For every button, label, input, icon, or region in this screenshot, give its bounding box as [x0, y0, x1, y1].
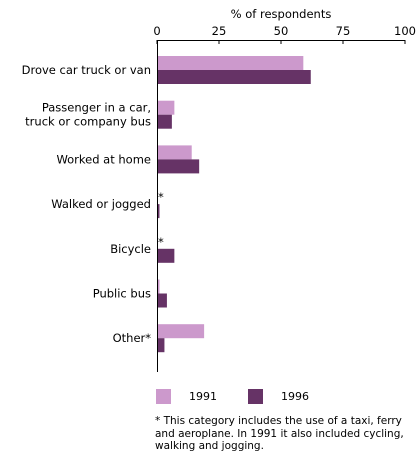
- x-tick-label: 100: [394, 24, 416, 38]
- bar-chart: % of respondents 0 25 50 75 100 ** Drove car…: [22, 7, 416, 372]
- x-tick-label: 50: [274, 24, 289, 38]
- legend-item-1996: 1996: [248, 388, 309, 404]
- legend-swatch-1996: [248, 388, 263, 404]
- footnote: * This category includes the use of a ta…: [155, 415, 404, 452]
- category-labels: Drove car truck or van Passenger in a car…: [22, 63, 152, 345]
- bar-marker: *: [158, 190, 164, 204]
- legend-label-1991: 1991: [189, 389, 217, 403]
- category-label: truck or company bus: [25, 115, 151, 129]
- bar-1991: [157, 279, 160, 294]
- category-label: Public bus: [93, 287, 151, 301]
- category-label: Passenger in a car,: [42, 101, 151, 115]
- x-axis-title: % of respondents: [231, 7, 332, 21]
- x-tick-label: 0: [153, 24, 160, 38]
- bar-marker: *: [158, 235, 164, 249]
- bars: **: [157, 56, 311, 353]
- category-label: Walked or jogged: [51, 197, 151, 211]
- bar-1996: [157, 338, 165, 353]
- category-label: Other*: [113, 331, 152, 345]
- bar-1996: [157, 204, 160, 219]
- bar-1991: [157, 100, 175, 115]
- bar-1996: [157, 114, 172, 129]
- category-label: Bicycle: [110, 242, 151, 256]
- bar-1996: [157, 159, 200, 174]
- legend-label-1996: 1996: [281, 389, 309, 403]
- bar-1991: [157, 56, 304, 70]
- x-tick-label: 75: [336, 24, 351, 38]
- bar-1991: [157, 145, 192, 160]
- bar-1991: [157, 324, 205, 339]
- x-tick-label: 25: [212, 24, 227, 38]
- legend-item-1991: 1991: [156, 388, 217, 404]
- category-label: Drove car truck or van: [22, 63, 151, 77]
- bar-1996: [157, 70, 311, 84]
- bar-1996: [157, 248, 175, 263]
- category-label: Worked at home: [56, 152, 151, 166]
- legend-swatch-1991: [156, 388, 171, 404]
- bar-1996: [157, 293, 167, 308]
